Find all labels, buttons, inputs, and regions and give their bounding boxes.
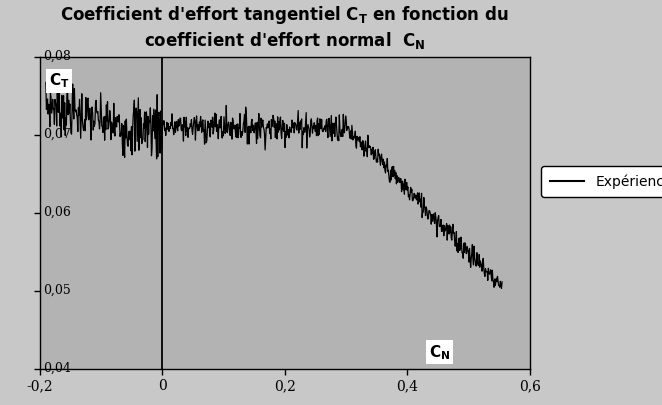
Text: 0,05: 0,05: [43, 284, 71, 297]
Text: 0,07: 0,07: [43, 128, 71, 141]
Text: 0,08: 0,08: [43, 50, 71, 63]
Text: $\mathbf{C_T}$: $\mathbf{C_T}$: [49, 72, 70, 90]
Text: 0,04: 0,04: [43, 362, 71, 375]
Text: $\mathbf{C_N}$: $\mathbf{C_N}$: [428, 343, 450, 362]
Title: Coefficient d'effort tangentiel $\mathbf{C_T}$ en fonction du
coefficient d'effo: Coefficient d'effort tangentiel $\mathbf…: [60, 4, 509, 51]
Text: 0,06: 0,06: [43, 206, 71, 219]
Legend: Expérience: Expérience: [542, 166, 662, 197]
